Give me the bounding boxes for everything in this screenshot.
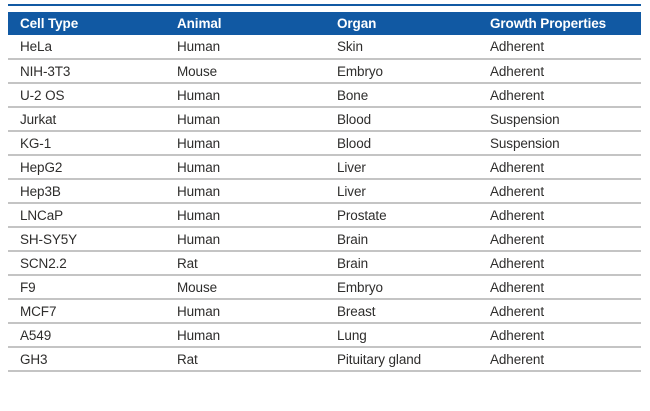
table-cell-growth: Adherent: [478, 275, 641, 300]
table-cell-cell-type: HepG2: [8, 155, 165, 180]
table-row: SH-SY5Y Human Brain Adherent: [8, 227, 641, 252]
table-cell-cell-type: MCF7: [8, 299, 165, 324]
table-cell-animal: Human: [165, 155, 325, 180]
table-cell-cell-type: GH3: [8, 347, 165, 372]
table-cell-organ: Lung: [325, 323, 478, 348]
table-cell-animal: Mouse: [165, 275, 325, 300]
table-row: NIH-3T3 Mouse Embryo Adherent: [8, 59, 641, 84]
table-cell-organ: Liver: [325, 155, 478, 180]
table-row: HeLa Human Skin Adherent: [8, 35, 641, 60]
table-cell-organ: Breast: [325, 299, 478, 324]
table-cell-growth: Adherent: [478, 35, 641, 60]
table-cell-growth: Adherent: [478, 203, 641, 228]
table-cell-animal: Human: [165, 179, 325, 204]
table-cell-cell-type: A549: [8, 323, 165, 348]
table-cell-organ: Embryo: [325, 59, 478, 84]
table-cell-organ: Brain: [325, 227, 478, 252]
top-rule: [8, 4, 641, 6]
table-row: A549 Human Lung Adherent: [8, 323, 641, 348]
table-cell-cell-type: NIH-3T3: [8, 59, 165, 84]
cell-lines-table: Cell Type Animal Organ Growth Properties…: [8, 12, 641, 372]
table-cell-organ: Bone: [325, 83, 478, 108]
table-cell-cell-type: SH-SY5Y: [8, 227, 165, 252]
table-row: F9 Mouse Embryo Adherent: [8, 275, 641, 300]
table-cell-cell-type: KG-1: [8, 131, 165, 156]
table-cell-cell-type: HeLa: [8, 35, 165, 60]
column-header-animal: Animal: [165, 12, 325, 35]
table-row: HepG2 Human Liver Adherent: [8, 155, 641, 180]
table-row: GH3 Rat Pituitary gland Adherent: [8, 347, 641, 372]
table-cell-organ: Brain: [325, 251, 478, 276]
table-row: KG-1 Human Blood Suspension: [8, 131, 641, 156]
table-cell-animal: Human: [165, 83, 325, 108]
table-cell-organ: Prostate: [325, 203, 478, 228]
table-cell-organ: Pituitary gland: [325, 347, 478, 372]
table-cell-animal: Human: [165, 227, 325, 252]
table-cell-organ: Blood: [325, 107, 478, 132]
table-cell-cell-type: Jurkat: [8, 107, 165, 132]
table-cell-growth: Suspension: [478, 131, 641, 156]
table-cell-organ: Liver: [325, 179, 478, 204]
header-row: Cell Type Animal Organ Growth Properties: [8, 12, 641, 35]
table-row: Hep3B Human Liver Adherent: [8, 179, 641, 204]
table-cell-growth: Adherent: [478, 155, 641, 180]
table-cell-growth: Adherent: [478, 179, 641, 204]
table-cell-growth: Adherent: [478, 227, 641, 252]
table-cell-cell-type: U-2 OS: [8, 83, 165, 108]
table-cell-animal: Mouse: [165, 59, 325, 84]
table-cell-organ: Blood: [325, 131, 478, 156]
table-row: LNCaP Human Prostate Adherent: [8, 203, 641, 228]
table-cell-growth: Adherent: [478, 251, 641, 276]
table-cell-animal: Human: [165, 299, 325, 324]
table-body: HeLa Human Skin Adherent NIH-3T3 Mouse Embryo A…: [8, 35, 641, 372]
table-cell-organ: Embryo: [325, 275, 478, 300]
table-cell-growth: Adherent: [478, 347, 641, 372]
table-cell-growth: Adherent: [478, 59, 641, 84]
table-cell-growth: Adherent: [478, 83, 641, 108]
table-row: Jurkat Human Blood Suspension: [8, 107, 641, 132]
table-cell-cell-type: SCN2.2: [8, 251, 165, 276]
table-cell-animal: Human: [165, 323, 325, 348]
table-cell-growth: Adherent: [478, 323, 641, 348]
table-row: MCF7 Human Breast Adherent: [8, 299, 641, 324]
table-cell-animal: Rat: [165, 347, 325, 372]
table-cell-animal: Human: [165, 131, 325, 156]
table-header: Cell Type Animal Organ Growth Properties: [8, 12, 641, 35]
table-cell-growth: Adherent: [478, 299, 641, 324]
column-header-organ: Organ: [325, 12, 478, 35]
table-cell-cell-type: F9: [8, 275, 165, 300]
table-row: SCN2.2 Rat Brain Adherent: [8, 251, 641, 276]
table-cell-growth: Suspension: [478, 107, 641, 132]
table-cell-animal: Human: [165, 107, 325, 132]
column-header-growth-properties: Growth Properties: [478, 12, 641, 35]
table-row: U-2 OS Human Bone Adherent: [8, 83, 641, 108]
table-cell-cell-type: Hep3B: [8, 179, 165, 204]
table-cell-animal: Human: [165, 35, 325, 60]
table-cell-cell-type: LNCaP: [8, 203, 165, 228]
table-cell-animal: Rat: [165, 251, 325, 276]
column-header-cell-type: Cell Type: [8, 12, 165, 35]
table-cell-organ: Skin: [325, 35, 478, 60]
table-cell-animal: Human: [165, 203, 325, 228]
